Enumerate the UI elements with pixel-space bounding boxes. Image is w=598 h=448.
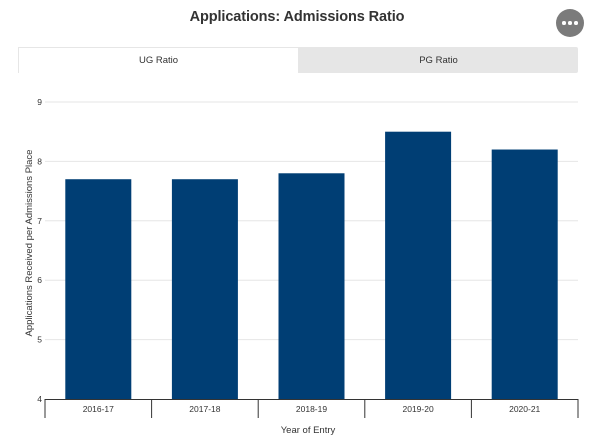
bars [65, 131, 558, 399]
tab-pg-ratio[interactable]: PG Ratio [419, 54, 458, 66]
chart-title: Applications: Admissions Ratio [189, 9, 405, 25]
x-tick-label: 2018-19 [296, 404, 327, 414]
bar-2016-17[interactable] [65, 179, 132, 399]
chart-menu-button[interactable] [556, 9, 584, 37]
x-tick-label: 2020-21 [509, 404, 540, 414]
bar-2019-20[interactable] [385, 131, 452, 399]
ratio-tabs: UG Ratio PG Ratio [18, 47, 578, 73]
bar-2017-18[interactable] [171, 179, 238, 399]
y-tick-label: 9 [37, 97, 42, 107]
menu-dot [573, 21, 578, 25]
x-tick-label: 2017-18 [189, 404, 220, 414]
x-tick-label: 2019-20 [402, 404, 433, 414]
y-axis-title: Applications Received per Admissions Pla… [24, 150, 35, 337]
x-axis: 2016-17 2017-18 2018-19 2019-20 2020-21 [44, 399, 579, 418]
x-tick-label: 2016-17 [83, 404, 114, 414]
x-axis-title: Year of Entry [281, 425, 336, 436]
y-tick-label: 8 [37, 156, 42, 166]
menu-dot [568, 21, 572, 25]
y-tick-label: 4 [37, 394, 42, 404]
bar-2020-21[interactable] [491, 149, 558, 399]
y-tick-label: 5 [37, 335, 42, 345]
y-tick-label: 7 [37, 216, 42, 226]
tab-ug-ratio[interactable]: UG Ratio [18, 47, 299, 73]
more-horizontal-icon [562, 21, 567, 25]
bar-2018-19[interactable] [278, 173, 345, 399]
y-tick-label: 6 [37, 275, 42, 285]
y-axis-ticks: 4 5 6 7 8 9 [37, 97, 42, 404]
